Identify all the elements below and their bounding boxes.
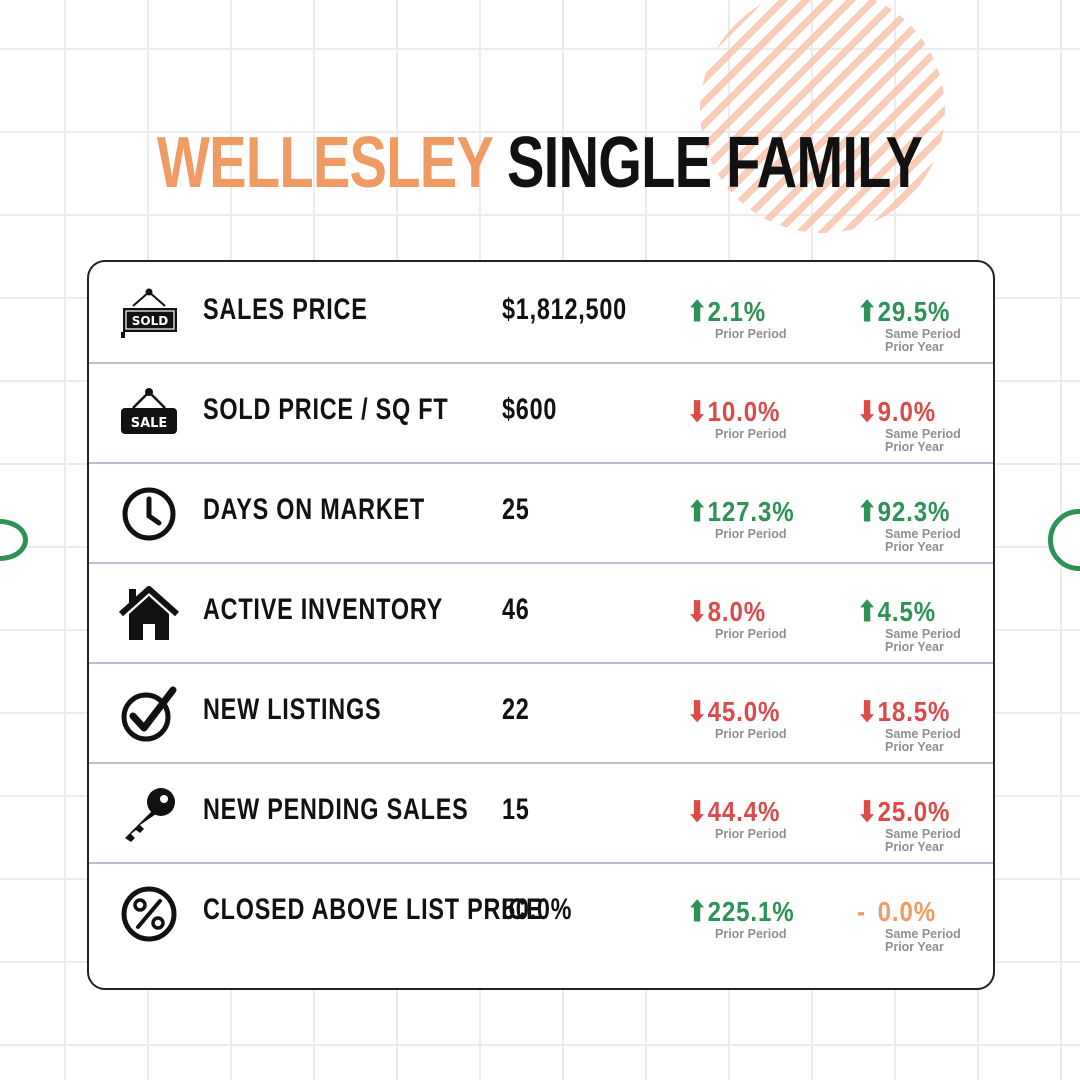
stat-row: SOLD SALES PRICE $1,812,500 ⬆2.1% Prior … <box>89 262 993 364</box>
trend-arrow-icon: ⬇ <box>857 396 879 427</box>
prior-period-pct: ⬇10.0% <box>687 396 781 427</box>
trend-arrow-icon: ⬆ <box>687 896 709 927</box>
prior-period-pct: ⬆127.3% <box>687 496 795 527</box>
trend-arrow-icon: ⬇ <box>687 696 709 727</box>
stat-value: $1,812,500 <box>502 293 627 326</box>
prior-year-change: ⬆4.5% Same Period Prior Year <box>857 596 961 654</box>
prior-period-pct: ⬇45.0% <box>687 696 781 727</box>
prior-year-pct: -0.0% <box>857 896 936 927</box>
prior-year-change: ⬆29.5% Same Period Prior Year <box>857 296 965 354</box>
sale-sign-icon: SALE <box>119 386 179 442</box>
trend-arrow-icon: ⬇ <box>857 696 879 727</box>
trend-arrow-icon: ⬆ <box>857 296 879 327</box>
prior-period-caption: Prior Period <box>715 727 787 741</box>
stat-label: NEW PENDING SALES <box>203 793 469 826</box>
prior-period-change: ⬇45.0% Prior Period <box>687 696 795 741</box>
svg-text:SALE: SALE <box>131 416 168 431</box>
prior-period-pct: ⬆2.1% <box>687 296 766 327</box>
title-type: SINGLE FAMILY <box>507 123 923 203</box>
stat-row: ACTIVE INVENTORY 46 ⬇8.0% Prior Period ⬆… <box>89 562 993 664</box>
prior-year-caption: Same Period Prior Year <box>885 527 961 554</box>
prior-year-pct: ⬆92.3% <box>857 496 951 527</box>
stats-card: SOLD SALES PRICE $1,812,500 ⬆2.1% Prior … <box>87 260 995 990</box>
trend-arrow-icon: ⬇ <box>687 396 709 427</box>
prior-year-caption: Same Period Prior Year <box>885 727 961 754</box>
prior-period-pct: ⬆225.1% <box>687 896 795 927</box>
trend-arrow-icon: ⬇ <box>687 796 709 827</box>
prior-period-change: ⬇10.0% Prior Period <box>687 396 795 441</box>
prior-year-caption: Same Period Prior Year <box>885 627 961 654</box>
prior-period-change: ⬆225.1% Prior Period <box>687 896 812 941</box>
title-city: WELLESLEY <box>157 123 493 203</box>
prior-year-change: ⬇25.0% Same Period Prior Year <box>857 796 965 854</box>
stat-row: DAYS ON MARKET 25 ⬆127.3% Prior Period ⬆… <box>89 462 993 564</box>
clock-icon <box>119 486 179 542</box>
decorative-ring-left <box>0 519 28 561</box>
decorative-striped-circle <box>700 0 945 233</box>
prior-year-pct: ⬇9.0% <box>857 396 936 427</box>
decorative-ring-right <box>1048 509 1080 571</box>
stat-label: ACTIVE INVENTORY <box>203 593 444 626</box>
prior-year-caption: Same Period Prior Year <box>885 927 961 954</box>
prior-year-caption: Same Period Prior Year <box>885 327 961 354</box>
prior-period-pct: ⬇44.4% <box>687 796 781 827</box>
prior-year-pct: ⬆29.5% <box>857 296 951 327</box>
trend-arrow-icon: ⬆ <box>687 496 709 527</box>
stat-label: CLOSED ABOVE LIST PRICE <box>203 893 543 926</box>
stat-row: NEW PENDING SALES 15 ⬇44.4% Prior Period… <box>89 762 993 864</box>
prior-period-caption: Prior Period <box>715 527 787 541</box>
prior-year-caption: Same Period Prior Year <box>885 827 961 854</box>
trend-arrow-icon: ⬆ <box>857 596 879 627</box>
stat-row: CLOSED ABOVE LIST PRICE 50.0% ⬆225.1% Pr… <box>89 862 993 962</box>
prior-year-pct: ⬇25.0% <box>857 796 951 827</box>
prior-period-pct: ⬇8.0% <box>687 596 766 627</box>
stat-row: NEW LISTINGS 22 ⬇45.0% Prior Period ⬇18.… <box>89 662 993 764</box>
stat-value: 46 <box>502 593 530 626</box>
prior-year-pct: ⬇18.5% <box>857 696 951 727</box>
stat-value: 50.0% <box>502 893 573 926</box>
stat-label: NEW LISTINGS <box>203 693 382 726</box>
stat-value: 15 <box>502 793 530 826</box>
prior-period-caption: Prior Period <box>715 427 787 441</box>
key-icon <box>119 786 179 842</box>
stat-label: SALES PRICE <box>203 293 368 326</box>
prior-period-change: ⬇8.0% Prior Period <box>687 596 787 641</box>
trend-arrow-icon: ⬆ <box>857 496 879 527</box>
checkmark-icon <box>119 686 179 742</box>
stat-value: $600 <box>502 393 558 426</box>
prior-period-caption: Prior Period <box>715 827 787 841</box>
stat-value: 22 <box>502 693 530 726</box>
sold-sign-icon: SOLD <box>119 286 179 342</box>
stat-label: DAYS ON MARKET <box>203 493 425 526</box>
trend-arrow-icon: ⬇ <box>687 596 709 627</box>
stat-label: SOLD PRICE / SQ FT <box>203 393 449 426</box>
page-title: WELLESLEY SINGLE FAMILY <box>0 118 1080 208</box>
prior-period-change: ⬆127.3% Prior Period <box>687 496 812 541</box>
stat-value: 25 <box>502 493 530 526</box>
prior-year-change: ⬆92.3% Same Period Prior Year <box>857 496 965 554</box>
stat-row: SALE SOLD PRICE / SQ FT $600 ⬇10.0% Prio… <box>89 362 993 464</box>
prior-year-change: ⬇9.0% Same Period Prior Year <box>857 396 961 454</box>
percent-icon <box>119 886 179 942</box>
prior-period-caption: Prior Period <box>715 927 787 941</box>
prior-period-change: ⬆2.1% Prior Period <box>687 296 787 341</box>
svg-text:SOLD: SOLD <box>132 314 168 328</box>
prior-year-change: ⬇18.5% Same Period Prior Year <box>857 696 965 754</box>
trend-arrow-icon: ⬇ <box>857 796 879 827</box>
prior-period-caption: Prior Period <box>715 627 787 641</box>
house-icon <box>119 584 179 642</box>
prior-period-change: ⬇44.4% Prior Period <box>687 796 795 841</box>
prior-year-pct: ⬆4.5% <box>857 596 936 627</box>
trend-arrow-icon: - <box>857 896 866 927</box>
trend-arrow-icon: ⬆ <box>687 296 709 327</box>
prior-period-caption: Prior Period <box>715 327 787 341</box>
prior-year-change: -0.0% Same Period Prior Year <box>857 896 961 954</box>
prior-year-caption: Same Period Prior Year <box>885 427 961 454</box>
